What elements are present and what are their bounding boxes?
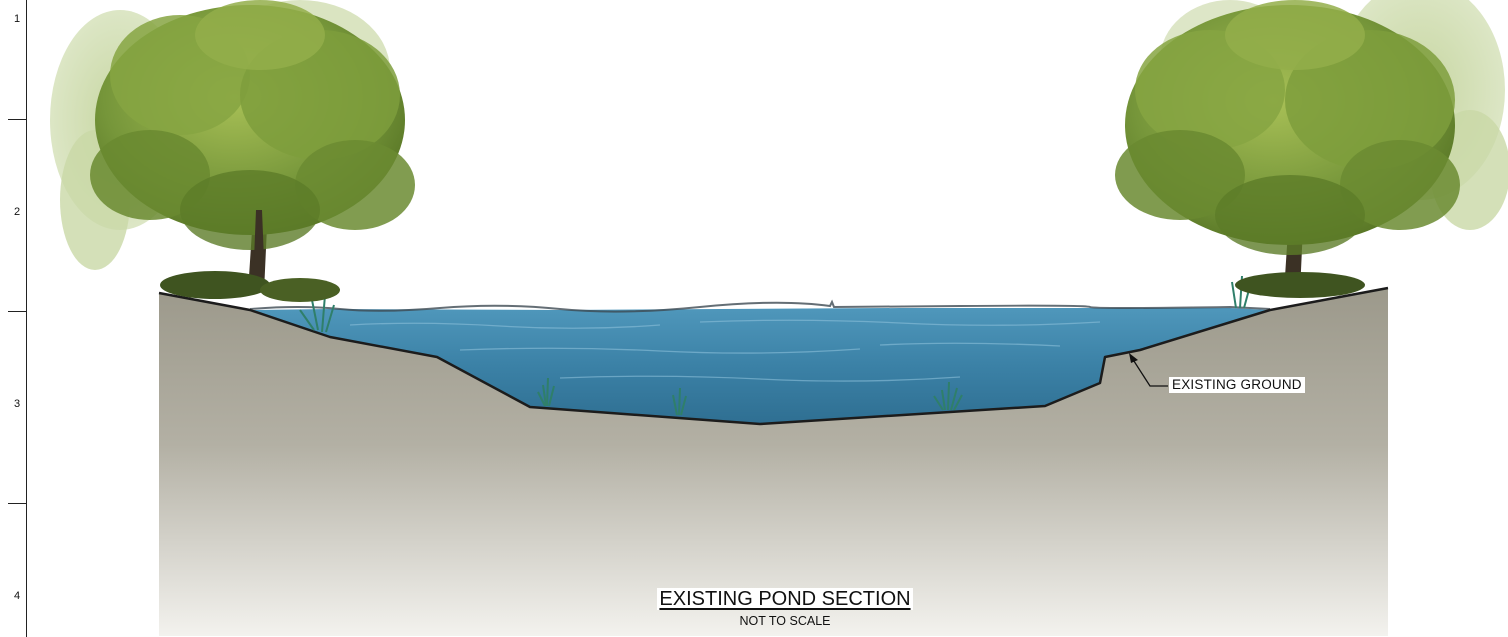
section-subtitle: NOT TO SCALE [739,614,831,628]
title-block: EXISTING POND SECTION NOT TO SCALE [600,588,970,629]
ruler-line [26,0,27,637]
ruler-mark-4: 4 [14,590,21,602]
existing-ground-callout: EXISTING GROUND [1169,377,1305,393]
section-title: EXISTING POND SECTION [657,588,913,610]
ruler-mark-1: 1 [14,13,21,25]
tree-left [90,0,415,302]
water-ripples [349,319,1101,382]
ground-section [159,288,1388,636]
ruler-tick [8,503,27,504]
callout-leader [1129,353,1168,387]
tree-right [1115,0,1460,298]
ruler-mark-2: 2 [14,206,21,218]
ruler-mark-3: 3 [14,398,21,410]
existing-ground-line [158,286,1389,426]
sheet-ruler: 1 2 3 4 [0,0,30,637]
pond-water [250,308,1270,424]
aquatic-plants [299,275,1251,416]
ruler-tick [8,119,27,120]
ruler-tick [8,311,27,312]
water-surface-line [249,299,1271,313]
